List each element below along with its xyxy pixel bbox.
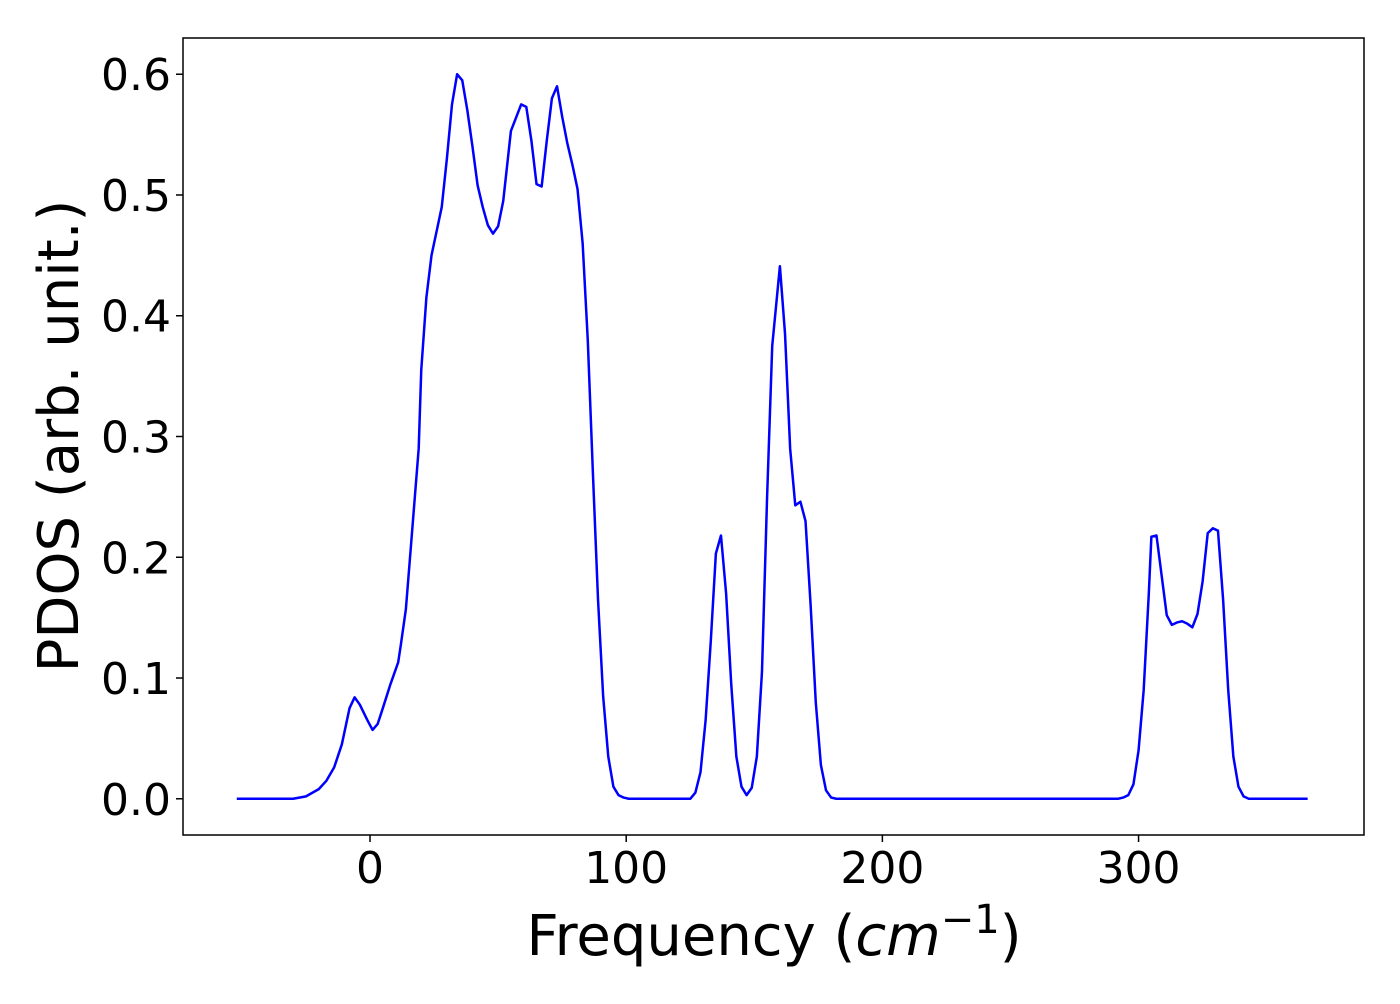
y-tick-label: 0.2 xyxy=(101,533,171,584)
x-axis-label: Frequency (cm−1) xyxy=(526,897,1021,969)
y-tick-label: 0.1 xyxy=(101,654,171,705)
y-tick-label: 0.4 xyxy=(101,292,171,343)
x-tick-label: 200 xyxy=(840,843,924,894)
pdos-line xyxy=(236,72,1308,801)
x-label-unit: cm xyxy=(855,904,940,969)
x-tick-label: 0 xyxy=(356,843,384,894)
y-axis-label: PDOS (arb. unit.) xyxy=(27,200,92,673)
y-tick-label: 0.3 xyxy=(101,413,171,464)
x-label-close: ) xyxy=(1000,904,1022,969)
y-tick-label: 0.6 xyxy=(101,50,171,101)
x-label-exponent: −1 xyxy=(941,897,1000,943)
plot-frame xyxy=(182,37,1365,836)
y-tick-label: 0.0 xyxy=(101,775,171,826)
x-tick-label: 300 xyxy=(1097,843,1181,894)
x-tick-label: 100 xyxy=(584,843,668,894)
x-label-text: Frequency ( xyxy=(526,904,855,969)
y-tick-label: 0.5 xyxy=(101,171,171,222)
